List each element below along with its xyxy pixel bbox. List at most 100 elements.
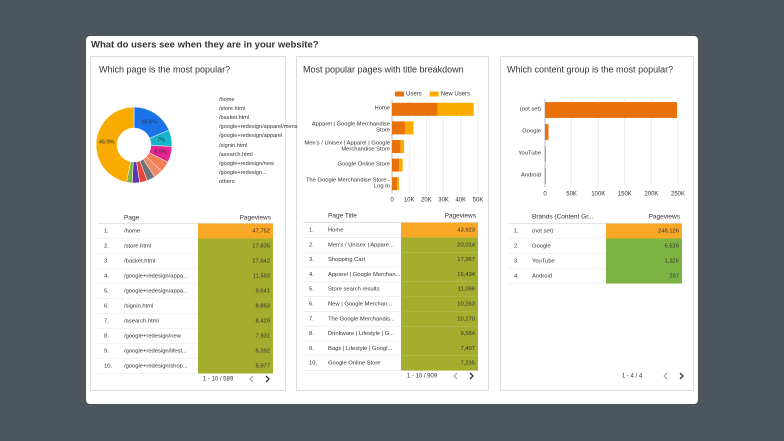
bar — [545, 146, 546, 162]
row-label: Google Online Store — [328, 361, 381, 367]
legend-label: /signin.html — [219, 142, 248, 149]
value-cell — [401, 281, 478, 297]
row-label: YouTube — [532, 259, 555, 265]
row-number: 3. — [309, 257, 314, 263]
prev-page-button[interactable] — [249, 375, 254, 383]
value-cell — [198, 253, 273, 269]
row-number: 5. — [309, 287, 314, 293]
y-tick-label: Google Online Store — [337, 161, 390, 168]
row-value: 17,642 — [252, 259, 270, 265]
column-header: Brands (Content Gr... — [532, 214, 594, 221]
legend-swatch — [395, 91, 404, 97]
row-label: Apparel | Google Merchan... — [328, 272, 401, 278]
next-page-button[interactable] — [679, 372, 684, 380]
slice-label: 18.6% — [141, 120, 157, 126]
row-value: 43,923 — [457, 228, 475, 234]
legend-item: /asearch.html — [212, 152, 274, 159]
legend-label: /asearch.html — [219, 151, 253, 158]
row-number: 2. — [514, 244, 519, 250]
value-cell — [606, 223, 682, 239]
row-number: 3. — [514, 259, 519, 265]
x-tick-label: 200K — [644, 192, 658, 198]
legend-item: /store.html — [212, 106, 274, 113]
legend-item: /google+redesign/new — [212, 161, 274, 168]
row-value: 8,863 — [255, 304, 270, 310]
row-value: 1,326 — [664, 259, 679, 265]
value-cell — [198, 298, 273, 314]
row-number: 6. — [104, 304, 109, 310]
x-tick-label: 100K — [591, 192, 605, 198]
bar — [399, 158, 403, 172]
row-label: Shopping Cart — [328, 257, 365, 263]
prev-page-button[interactable] — [663, 372, 668, 380]
row-value: 11,583 — [253, 274, 270, 280]
row-value: 6,516 — [664, 244, 679, 250]
row-number: 1. — [514, 229, 519, 235]
legend-item: others — [212, 179, 274, 186]
legend-label: Users — [406, 92, 422, 98]
next-page-button[interactable] — [469, 372, 474, 380]
x-tick-label: 30K — [438, 198, 449, 204]
value-cell — [401, 237, 478, 253]
pager-label: 1 - 4 / 4 — [622, 374, 643, 380]
legend-item: /signin.html — [212, 143, 274, 150]
row-number: 3. — [104, 259, 109, 265]
bar — [545, 168, 546, 184]
row-label: (not set) — [532, 229, 553, 235]
value-cell — [401, 355, 478, 371]
row-number: 2. — [104, 244, 109, 250]
value-cell — [198, 223, 273, 239]
row-label: /signin.html — [124, 304, 153, 310]
row-value: 10,263 — [457, 302, 475, 308]
row-number: 8. — [309, 331, 314, 337]
next-page-button[interactable] — [265, 375, 270, 383]
slice-label: 7% — [157, 137, 165, 143]
row-label: /store.html — [124, 244, 151, 250]
legend-label: others — [219, 179, 235, 186]
column-header: Pageviews — [240, 215, 272, 222]
row-value: 10,170 — [457, 316, 475, 322]
panel-title: Most popular pages with title breakdown — [303, 64, 464, 74]
row-number: 4. — [514, 274, 519, 280]
row-label: /google+redesign/appa... — [124, 274, 188, 280]
row-value: 8,429 — [255, 319, 270, 325]
value-cell — [401, 341, 478, 356]
value-cell — [401, 311, 478, 327]
bar — [397, 177, 399, 191]
row-label: /google+redesign/appa... — [124, 289, 188, 295]
y-tick-label: Apparel | Google Merchandise Store — [311, 121, 390, 134]
row-number: 2. — [309, 242, 314, 248]
legend-label: /google+redesign/apparel — [219, 133, 283, 140]
row-label: Android — [532, 274, 552, 280]
row-number: 1. — [309, 228, 314, 234]
column-header: Pageviews — [445, 213, 477, 220]
legend-item: /google+redesign/apparel — [212, 133, 282, 140]
row-label: /google+redesign/new — [124, 334, 182, 340]
legend-label: /home — [219, 96, 235, 103]
value-cell — [198, 283, 273, 299]
legend-label: /basket.html — [219, 114, 250, 121]
row-label: New | Google Merchan... — [328, 302, 392, 308]
y-tick-label: Men's / Unisex | Apparel | Google Mercha… — [304, 139, 390, 153]
x-tick-label: 40K — [455, 198, 466, 204]
row-label: Home — [328, 228, 343, 234]
x-tick-label: 0 — [390, 198, 394, 204]
row-label: Store search results — [328, 287, 380, 293]
value-cell — [198, 313, 273, 329]
value-cell — [401, 252, 478, 267]
value-cell — [198, 238, 273, 254]
value-cell — [198, 343, 273, 359]
column-header: Page Title — [328, 213, 357, 220]
row-number: 8. — [104, 334, 109, 340]
bar — [392, 158, 400, 172]
prev-page-button[interactable] — [453, 372, 458, 380]
row-value: 248,126 — [658, 229, 679, 235]
row-label: Men's / Unisex | Appare... — [328, 242, 394, 248]
row-number: 7. — [104, 319, 109, 325]
row-value: 7,931 — [255, 334, 270, 340]
row-label: The Google Merchandis... — [328, 316, 395, 322]
row-label: /asearch.html — [124, 319, 159, 325]
value-cell — [198, 268, 273, 284]
legend-label: /store.html — [219, 105, 246, 112]
bar — [545, 102, 678, 118]
